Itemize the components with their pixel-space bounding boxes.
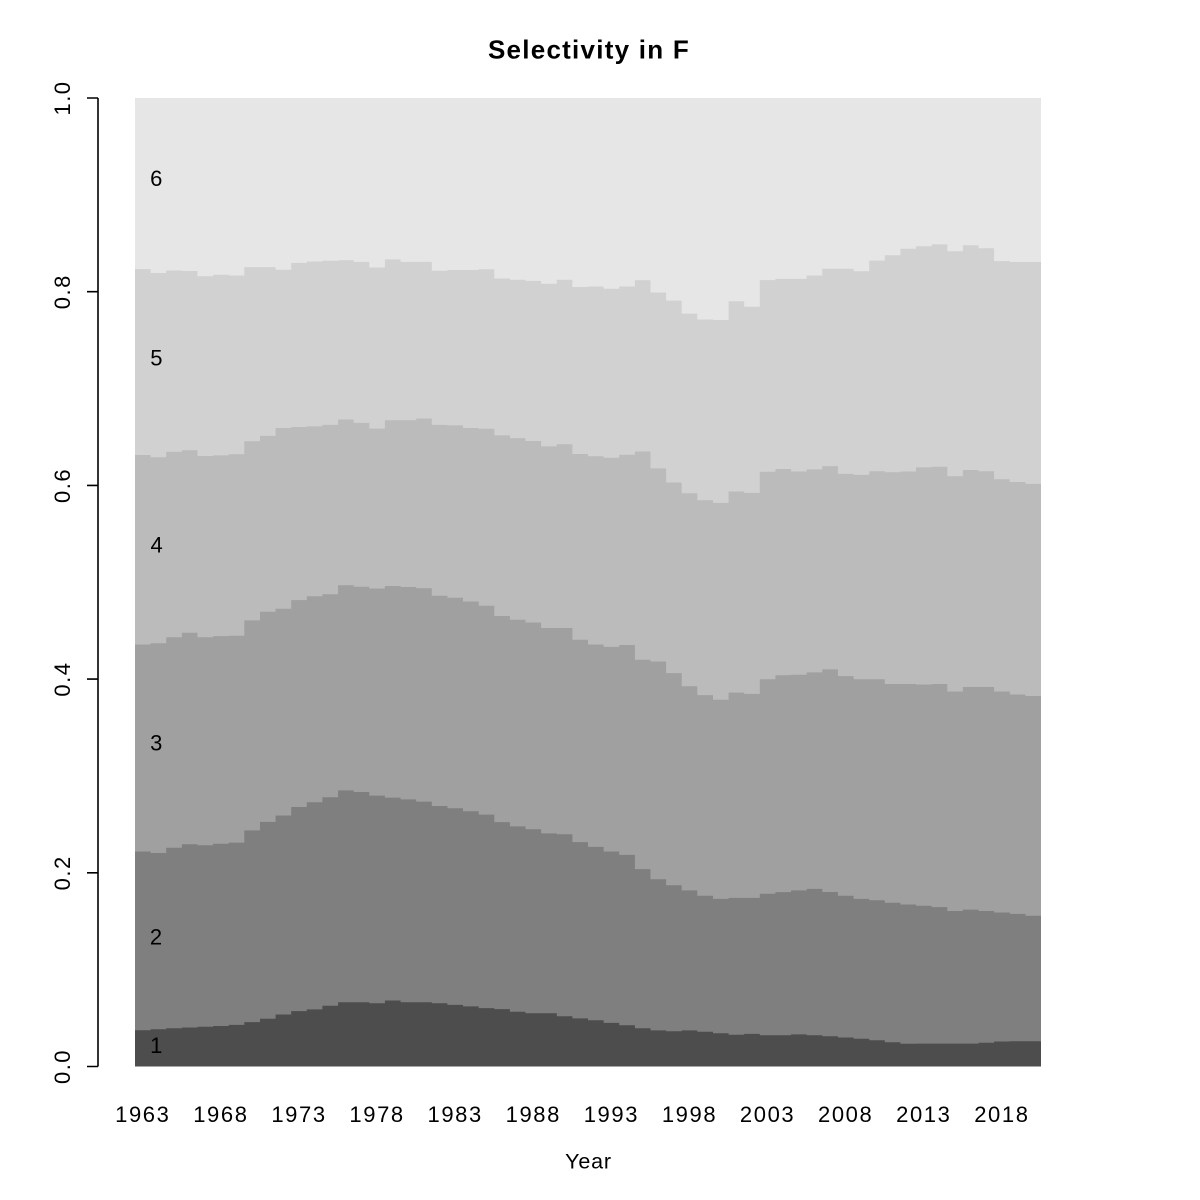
svg-text:1983: 1983 [428, 1102, 483, 1127]
svg-text:0.4: 0.4 [50, 662, 75, 697]
svg-text:1.0: 1.0 [50, 80, 75, 115]
svg-text:0.8: 0.8 [50, 274, 75, 309]
svg-text:2018: 2018 [974, 1102, 1029, 1127]
svg-text:1968: 1968 [193, 1102, 248, 1127]
svg-text:1978: 1978 [349, 1102, 404, 1127]
svg-text:1993: 1993 [584, 1102, 639, 1127]
svg-text:Selectivity in F: Selectivity in F [488, 35, 690, 65]
svg-text:2003: 2003 [740, 1102, 795, 1127]
svg-text:1963: 1963 [115, 1102, 170, 1127]
svg-text:4: 4 [150, 533, 162, 558]
svg-text:1998: 1998 [662, 1102, 717, 1127]
svg-text:0.0: 0.0 [50, 1049, 75, 1084]
svg-text:0.6: 0.6 [50, 468, 75, 503]
svg-text:Year: Year [565, 1150, 612, 1174]
svg-text:2013: 2013 [896, 1102, 951, 1127]
svg-text:1973: 1973 [271, 1102, 326, 1127]
svg-text:5: 5 [150, 345, 162, 370]
svg-text:1988: 1988 [506, 1102, 561, 1127]
svg-text:6: 6 [150, 166, 162, 191]
svg-text:2008: 2008 [818, 1102, 873, 1127]
svg-text:0.2: 0.2 [50, 855, 75, 890]
svg-text:2: 2 [150, 925, 162, 950]
svg-text:1: 1 [150, 1033, 162, 1058]
svg-text:3: 3 [150, 731, 162, 756]
